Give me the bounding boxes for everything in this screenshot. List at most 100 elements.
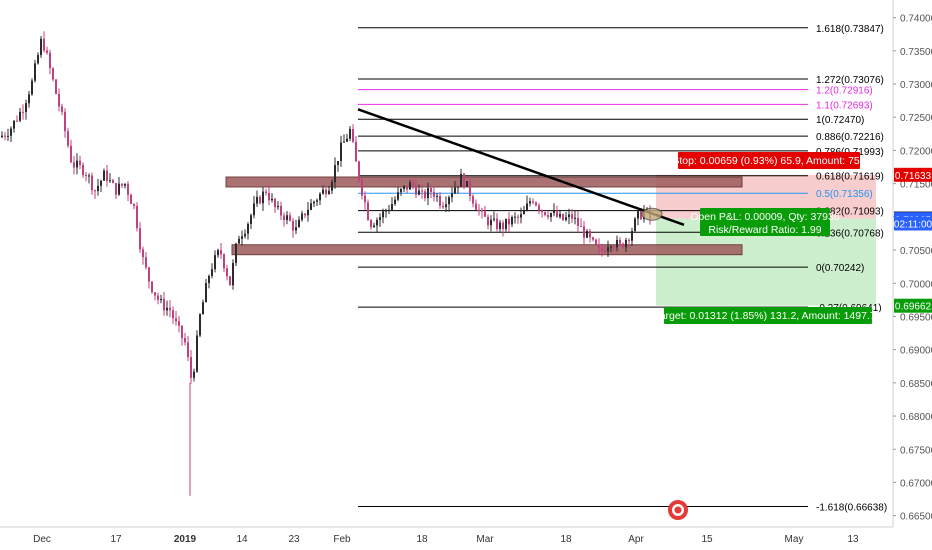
candle-body [322,189,324,194]
candle-body [127,183,129,195]
candle-body [193,371,195,378]
candle-body [442,205,444,208]
candle-body [64,111,66,132]
candle-body [451,193,453,198]
candle-body [313,201,315,204]
time-label: May [785,534,804,545]
candle-body [85,175,87,177]
candles [1,31,651,496]
target-label-bg [664,307,872,324]
candle-body [238,238,240,244]
candle-body [22,111,24,113]
candle-body [184,338,186,343]
candle-body [256,196,258,204]
candle-body [433,191,435,197]
candle-body [349,128,351,139]
candle-body [334,165,336,182]
candle-body [34,63,36,81]
candle-body [304,213,306,216]
candle-body [490,219,492,226]
candle-body [79,160,81,165]
candle-body [271,198,273,201]
sr-zones [225,176,743,256]
candle-body [373,225,375,228]
candle-body [412,182,414,186]
candle-body [160,298,162,300]
candle-body [103,170,105,181]
candle-body [340,142,342,162]
candle-body [358,161,360,181]
candle-body [181,325,183,339]
candle-body [535,202,537,206]
fib-label-2: 1.2(0.72916) [816,86,873,97]
candle-body [511,217,513,225]
candle-body [16,120,18,122]
candle-body [58,93,60,107]
candle-body [514,216,516,218]
candle-body [505,218,507,230]
price-tag-4 [894,298,932,313]
candle-body [499,222,501,230]
candle-body [409,182,411,190]
candle-body [364,195,366,203]
time-label: Apr [628,534,644,545]
candle-body [241,236,243,239]
candle-body [589,230,591,238]
stop-label-bg [678,152,860,169]
candle-body [472,196,474,204]
candle-body [631,231,633,241]
candle-body [244,233,246,237]
candle-body [148,267,150,282]
time-label: 23 [288,534,300,545]
candle-body [448,197,450,205]
pnl-label-text-0: Open P&L: 0.00009, Qty: 37936 [690,211,840,223]
candle-body [202,302,204,315]
candle-body [31,80,33,95]
candle-body [175,318,177,322]
candle-body [301,213,303,220]
candle-body [382,211,384,218]
candle-body [343,141,345,143]
candle-body [7,135,9,137]
candle-body [460,173,462,187]
fib-label-7: 0.618(0.71619) [816,172,884,183]
candle-body [457,186,459,188]
candle-body [106,170,108,182]
candle-body [583,226,585,238]
candle-body [82,164,84,176]
candle-body [73,162,75,168]
candle-body [268,192,270,201]
candle-body [19,111,21,121]
price-tag-label-3: 02:11:00 [894,219,932,230]
candle-body [100,180,102,186]
time-label: Mar [476,534,494,545]
candle-body [145,257,147,268]
candle-body [481,210,483,212]
pnl-label: Open P&L: 0.00009, Qty: 37936Risk/Reward… [690,208,840,236]
pnl-label-text-1: Risk/Reward Ratio: 1.99 [708,224,821,236]
candle-body [52,68,54,80]
candle-body [517,216,519,218]
time-label: Feb [333,534,351,545]
time-label: 18 [560,534,572,545]
candle-body [550,213,552,218]
lower-support-zone [231,244,743,256]
stop-label: Stop: 0.00659 (0.93%) 65.9, Amount: 750 [672,152,866,169]
candle-body [562,213,564,221]
time-axis: Dec 17 2019 14 23 Feb 18 Mar 18 Apr 15 May 13 [0,526,893,545]
candle-body [424,191,426,199]
candle-body [436,195,438,197]
price-tag-0 [894,167,932,182]
candle-body [136,206,138,229]
candle-body [607,247,609,252]
